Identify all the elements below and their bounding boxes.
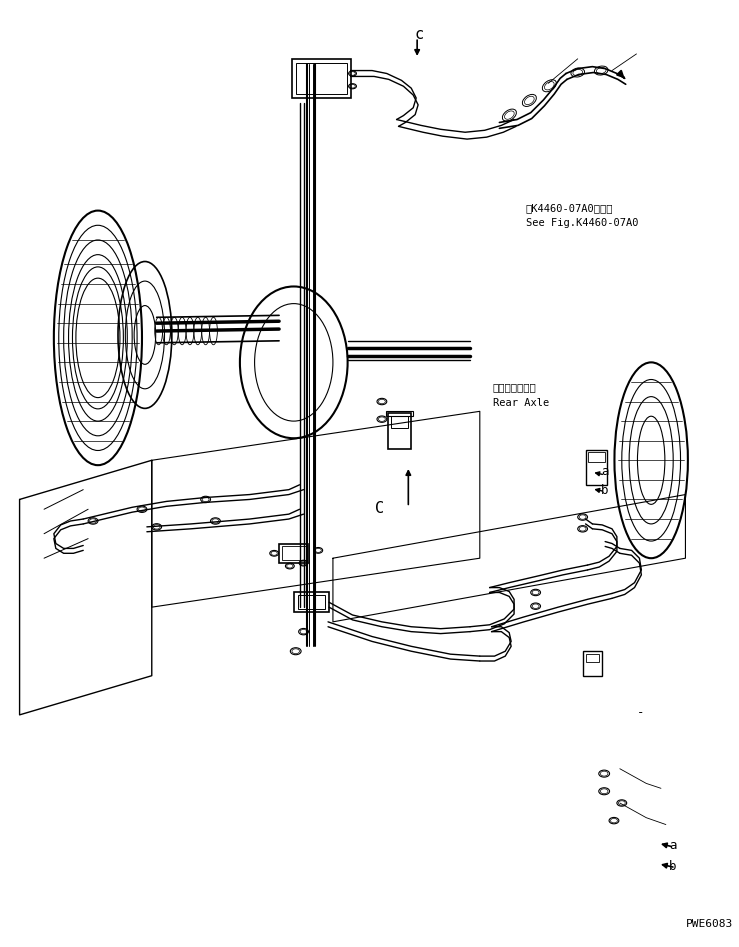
Text: リヤーアクスル: リヤーアクスル [492, 382, 537, 392]
Bar [279, 544, 308, 563]
Text: b: b [669, 860, 676, 873]
Bar [388, 413, 412, 449]
Bar [296, 63, 347, 94]
Bar [588, 453, 605, 462]
Bar [386, 411, 413, 417]
Text: C: C [375, 501, 384, 516]
Bar [585, 654, 599, 662]
Bar [585, 451, 607, 485]
Bar [298, 596, 325, 609]
Bar [582, 652, 602, 676]
Text: See Fig.K4460-07A0: See Fig.K4460-07A0 [526, 219, 638, 228]
Text: a: a [602, 465, 609, 477]
Text: b: b [602, 484, 609, 497]
Bar [391, 417, 409, 428]
Bar [282, 546, 305, 561]
Bar [292, 59, 350, 98]
Text: Rear Axle: Rear Axle [492, 398, 549, 407]
Text: PWE6083: PWE6083 [686, 919, 732, 929]
Bar [294, 593, 329, 612]
Text: a: a [669, 839, 676, 851]
Text: c: c [415, 27, 423, 43]
Text: 第K4460-07A0図参照: 第K4460-07A0図参照 [526, 203, 613, 213]
Text: -: - [636, 706, 644, 720]
